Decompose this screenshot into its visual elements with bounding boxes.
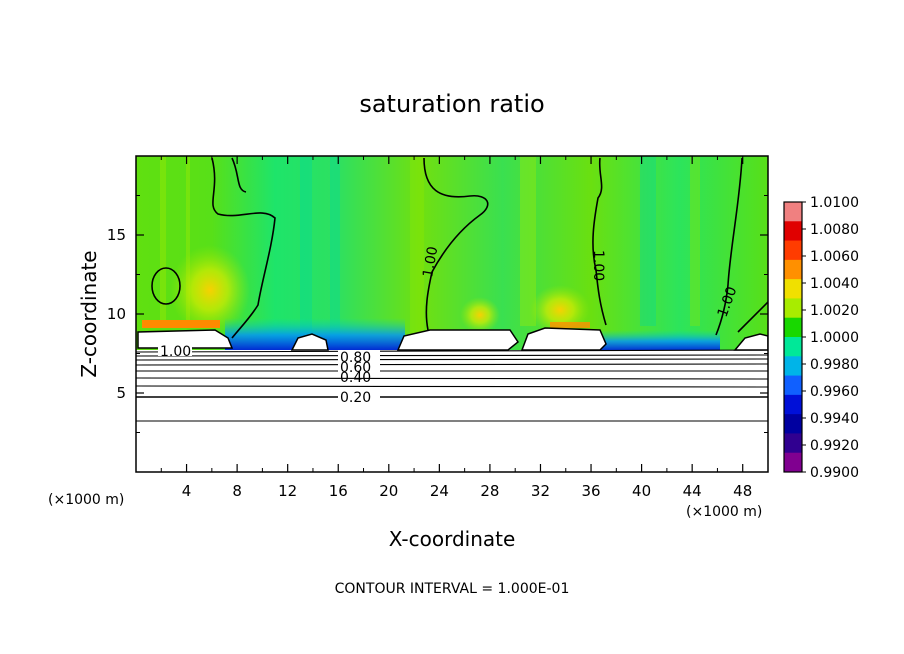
colorbar-label: 0.9900 xyxy=(810,465,859,481)
x-tick-label: 28 xyxy=(480,482,499,500)
colorbar-swatch xyxy=(784,375,802,396)
field-streaks xyxy=(160,156,700,346)
colorbar-label: 0.9960 xyxy=(810,384,859,400)
colorbar: 1.0100 1.0080 1.0060 1.0040 1.0020 1.0000 0.99… xyxy=(783,195,859,481)
x-tick-label: 8 xyxy=(232,482,242,500)
x-tick-label: 44 xyxy=(683,482,702,500)
colorbar-swatch xyxy=(784,298,802,319)
y-axis-ticks: 5 10 15 xyxy=(107,195,768,433)
contour-label: 0.60 xyxy=(340,360,371,376)
subcloud-region xyxy=(136,350,768,472)
warm-spot xyxy=(170,245,250,335)
colorbar-swatch xyxy=(784,414,802,434)
cloud-blob-4 xyxy=(520,327,607,351)
x-tick-label: 40 xyxy=(632,482,651,500)
colorbar-swatch xyxy=(784,433,802,454)
colorbar-label: 0.9940 xyxy=(810,411,859,427)
x-unit-label-left: (×1000 m) xyxy=(48,492,124,508)
colorbar-label: 1.0060 xyxy=(810,249,859,265)
colorbar-label: 0.9920 xyxy=(810,438,859,454)
y-axis-label: Z-coordinate xyxy=(77,250,101,377)
colorbar-label: 0.9980 xyxy=(810,357,859,373)
colorbar-label: 1.0000 xyxy=(810,330,859,346)
contour-label: 0.20 xyxy=(340,390,371,406)
x-tick-label: 4 xyxy=(182,482,192,500)
orange-strip xyxy=(142,320,220,328)
contour-label: 1.00 xyxy=(160,344,191,360)
x-tick-label: 48 xyxy=(733,482,752,500)
contour-label: 0.80 xyxy=(340,350,371,366)
x-axis-label: X-coordinate xyxy=(389,527,516,551)
x-axis-ticks: 4 8 12 16 20 24 28 32 36 40 44 48 xyxy=(160,156,752,500)
x-tick-label: 16 xyxy=(329,482,348,500)
colorbar-label: 1.0020 xyxy=(810,303,859,319)
x-tick-label: 12 xyxy=(278,482,297,500)
y-tick-label: 15 xyxy=(107,226,126,244)
x-tick-label: 24 xyxy=(430,482,449,500)
chart-title: saturation ratio xyxy=(359,90,544,118)
x-tick-label: 20 xyxy=(379,482,398,500)
colorbar-swatch xyxy=(784,452,802,473)
warm-spot-3 xyxy=(460,297,500,333)
colorbar-swatch xyxy=(784,259,802,280)
colorbar-label: 1.0100 xyxy=(810,195,859,211)
contour-label: 1.00 xyxy=(420,245,441,278)
x-tick-label: 36 xyxy=(581,482,600,500)
colorbar-swatch xyxy=(784,202,802,222)
colorbar-swatch xyxy=(784,394,802,415)
colorbar-label: 1.0040 xyxy=(810,276,859,292)
y-tick-label: 5 xyxy=(116,384,126,402)
plot-area xyxy=(136,156,768,472)
blue-band-2 xyxy=(600,330,720,352)
colorbar-swatch xyxy=(784,356,802,377)
colorbar-swatch xyxy=(784,221,802,242)
orange-strip-2 xyxy=(550,322,590,328)
colorbar-swatch xyxy=(784,240,802,261)
contour-interval-note: CONTOUR INTERVAL = 1.000E-01 xyxy=(335,581,570,597)
colorbar-swatch xyxy=(784,317,802,338)
x-unit-label-right: (×1000 m) xyxy=(686,504,762,520)
x-tick-label: 32 xyxy=(531,482,550,500)
stratified-contours xyxy=(136,349,768,422)
cloud-blob-3 xyxy=(396,329,520,351)
colorbar-swatch xyxy=(784,279,802,299)
cloud-blob-2 xyxy=(290,333,329,351)
contour-label: 1.00 xyxy=(590,250,606,281)
colorbar-label: 1.0080 xyxy=(810,222,859,238)
contour-label: 0.40 xyxy=(340,370,371,386)
colorbar-swatch xyxy=(784,337,802,357)
cloud-blob-1 xyxy=(137,329,234,349)
y-tick-label: 10 xyxy=(107,305,126,323)
plume-contours xyxy=(151,157,768,339)
